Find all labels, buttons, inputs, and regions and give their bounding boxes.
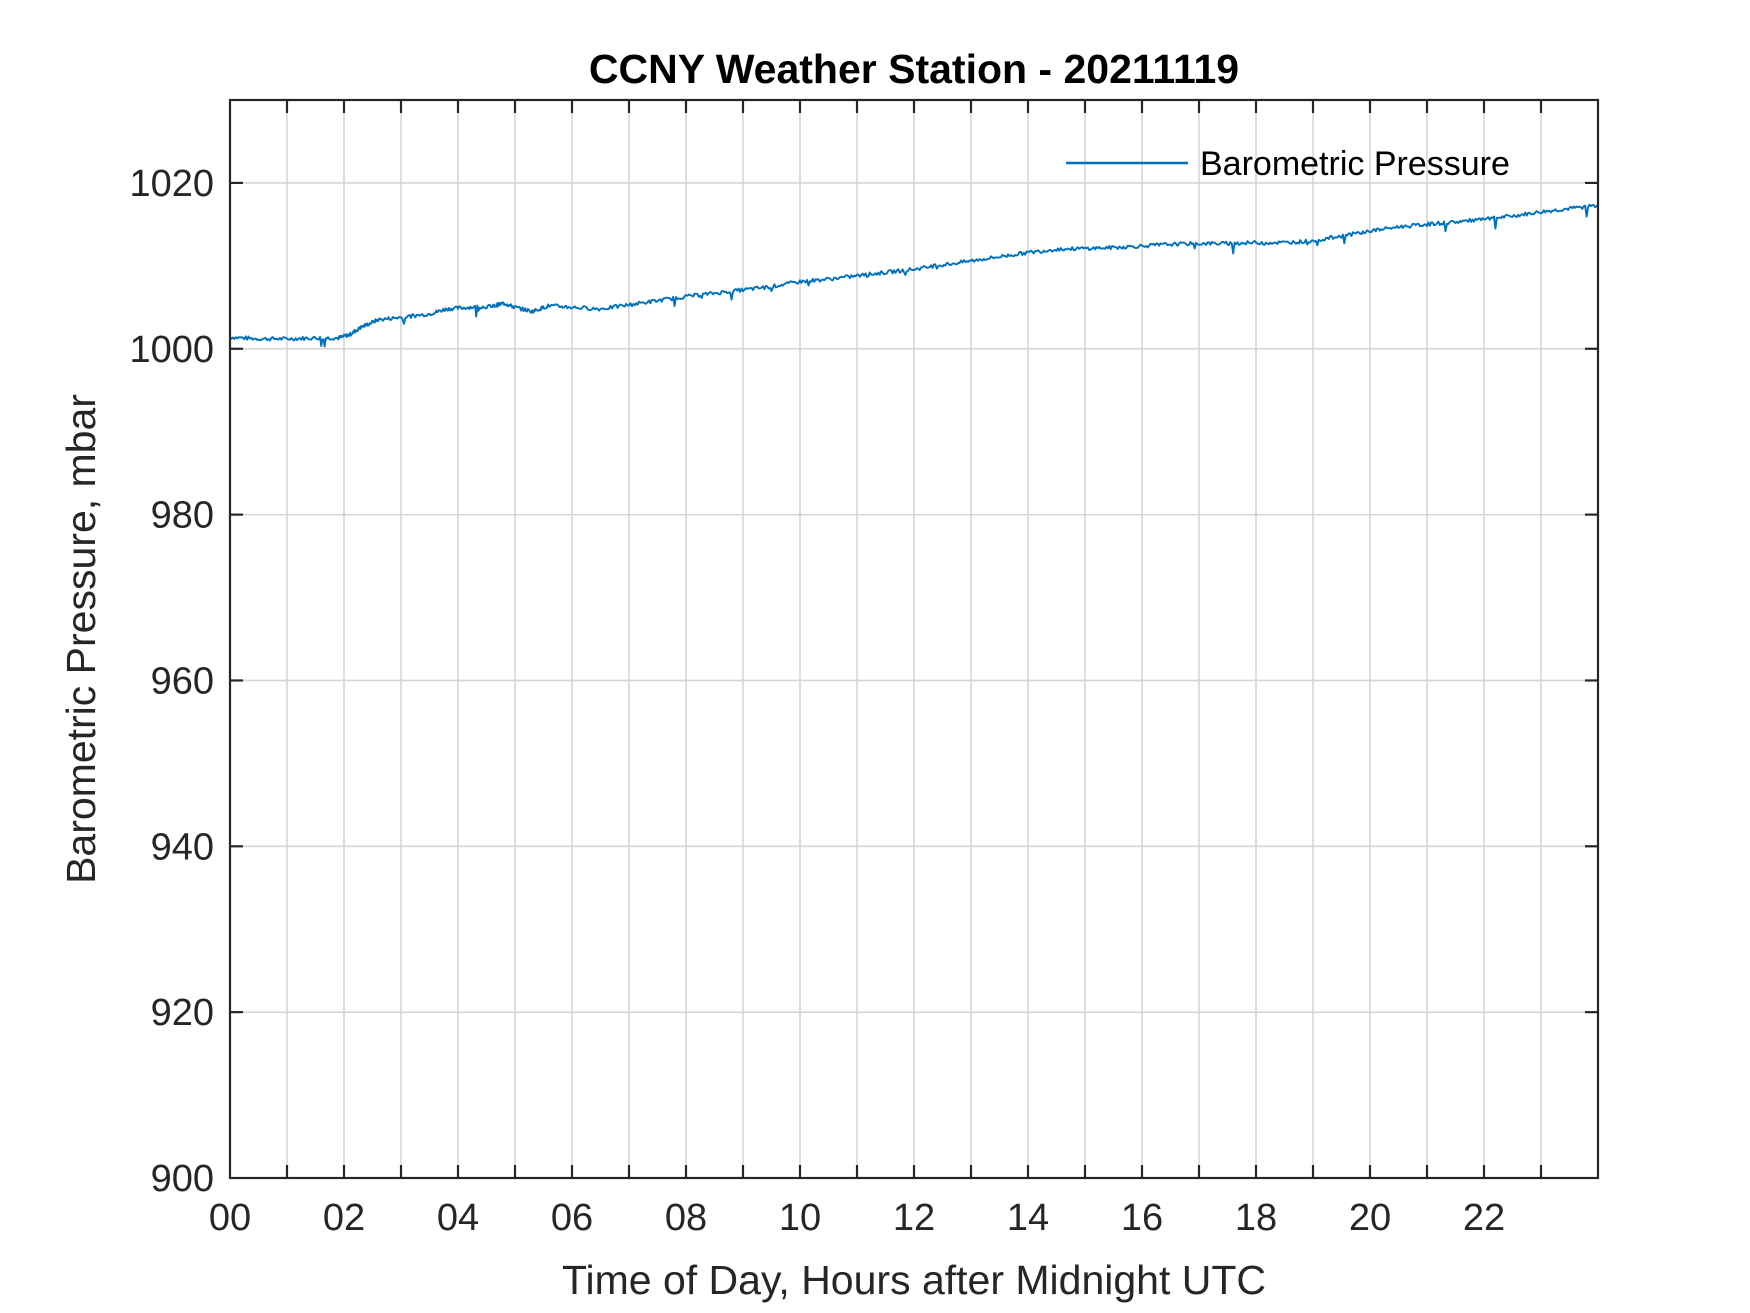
x-tick-label: 20 bbox=[1349, 1197, 1391, 1239]
legend-entry-barometric-pressure: Barometric Pressure bbox=[1200, 145, 1510, 183]
y-tick-label: 920 bbox=[151, 992, 214, 1034]
x-tick-label: 08 bbox=[665, 1197, 707, 1239]
x-tick-label: 06 bbox=[551, 1197, 593, 1239]
x-tick-label: 22 bbox=[1463, 1197, 1505, 1239]
x-tick-label: 18 bbox=[1235, 1197, 1277, 1239]
y-tick-label: 980 bbox=[151, 495, 214, 537]
grid-layer bbox=[230, 100, 1598, 1178]
series-layer bbox=[229, 203, 1599, 348]
x-tick-label: 14 bbox=[1007, 1197, 1049, 1239]
x-tick-label: 00 bbox=[209, 1197, 251, 1239]
x-tick-label: 12 bbox=[893, 1197, 935, 1239]
y-tick-label: 1020 bbox=[129, 163, 214, 205]
x-tick-label: 04 bbox=[437, 1197, 479, 1239]
legend: Barometric Pressure bbox=[1066, 145, 1510, 183]
chart-title: CCNY Weather Station - 20211119 bbox=[589, 46, 1239, 92]
ticks-layer: 00 02 04 06 08 10 12 14 16 18 20 22 900 920 940 960 980 1… bbox=[129, 100, 1598, 1239]
x-tick-label: 02 bbox=[323, 1197, 365, 1239]
y-tick-label: 960 bbox=[151, 660, 214, 702]
y-tick-label: 940 bbox=[151, 826, 214, 868]
series-line-0 bbox=[229, 203, 1599, 348]
x-axis-label: Time of Day, Hours after Midnight UTC bbox=[562, 1257, 1266, 1303]
x-tick-label: 16 bbox=[1121, 1197, 1163, 1239]
y-tick-label: 900 bbox=[151, 1158, 214, 1200]
x-tick-label: 10 bbox=[779, 1197, 821, 1239]
y-tick-label: 1000 bbox=[129, 329, 214, 371]
y-axis-label: Barometric Pressure, mbar bbox=[58, 394, 104, 884]
